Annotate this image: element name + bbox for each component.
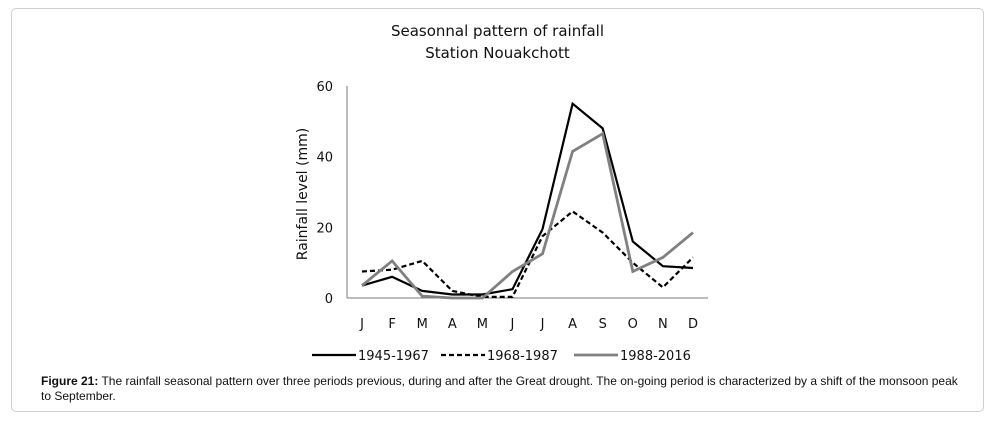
series-line-2 bbox=[361, 210, 694, 298]
x-tick-label: J bbox=[540, 317, 545, 332]
x-tick-label: J bbox=[359, 317, 364, 332]
y-tick-label: 60 bbox=[316, 80, 333, 95]
chart-title: Seasonnal pattern of rainfall bbox=[390, 22, 605, 40]
y-tick-label: 40 bbox=[316, 151, 333, 166]
x-tick-label: O bbox=[628, 317, 638, 332]
series-line-3 bbox=[361, 131, 694, 300]
y-tick-label: 0 bbox=[325, 292, 333, 307]
figure-frame bbox=[11, 8, 984, 412]
chart-subtitle: Station Nouakchott bbox=[425, 44, 570, 62]
x-tick-label: J bbox=[510, 317, 515, 332]
chart-series bbox=[361, 101, 694, 300]
x-tick-label: A bbox=[448, 317, 457, 332]
caption-text: The rainfall seasonal pattern over three… bbox=[41, 374, 958, 403]
x-tick-label: D bbox=[688, 317, 698, 332]
legend-label-2: 1968-1987 bbox=[487, 349, 558, 364]
y-tick-labels: 0 20 40 60 bbox=[316, 80, 333, 307]
chart-legend: 1945-1967 1968-1987 1988-2016 bbox=[312, 349, 691, 364]
legend-label-3: 1988-2016 bbox=[620, 349, 691, 364]
x-tick-label: M bbox=[417, 317, 428, 332]
x-tick-label: M bbox=[477, 317, 488, 332]
legend-label-1: 1945-1967 bbox=[358, 349, 429, 364]
x-tick-label: S bbox=[599, 317, 607, 332]
x-tick-label: A bbox=[568, 317, 577, 332]
caption-label: Figure 21: bbox=[41, 374, 99, 388]
x-tick-label: F bbox=[388, 317, 395, 332]
y-axis-label: Rainfall level (mm) bbox=[295, 128, 311, 260]
figure-caption: Figure 21: The rainfall seasonal pattern… bbox=[41, 374, 961, 404]
chart-axes bbox=[346, 86, 708, 299]
y-tick-label: 20 bbox=[316, 221, 333, 236]
x-tick-label: N bbox=[658, 317, 668, 332]
